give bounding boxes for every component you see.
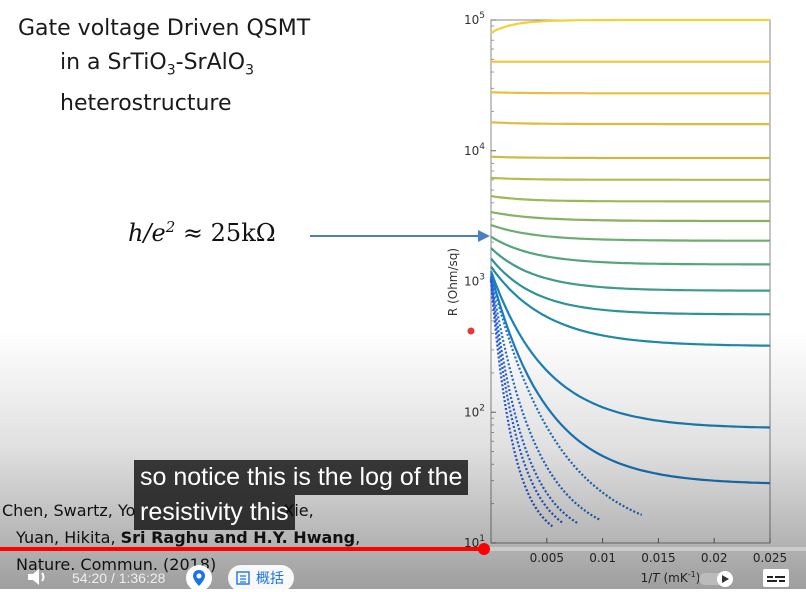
total-time: 1:36:28: [118, 570, 166, 586]
series-line-17: [489, 276, 601, 522]
x-tick-label: 0.015: [641, 551, 675, 565]
subtitle-line-1: so notice this is the log of the: [134, 460, 469, 495]
series-line-14: [489, 270, 771, 429]
series-18: [489, 278, 579, 525]
title-line-2: in a SrTiO3-SrAlO3: [60, 50, 255, 79]
scrubber-handle[interactable]: [477, 543, 490, 555]
subtitle-line-2: resistivity this: [134, 495, 295, 530]
quantum-resistance-formula: h/e2 ≈ 25kΩ: [128, 218, 276, 247]
series-line-19: [489, 279, 565, 525]
y-axis-label: R (Ohm/sq): [446, 248, 460, 316]
series-19: [489, 279, 565, 525]
x-tick-label: 0.025: [753, 551, 787, 565]
series-8: [490, 210, 770, 223]
series-9: [490, 224, 770, 242]
series-line-5: [490, 155, 770, 160]
volume-icon[interactable]: [26, 566, 50, 592]
y-tick-label: 104: [464, 142, 485, 158]
subtitle-caption: so notice this is the log of the resisti…: [134, 460, 469, 530]
x-tick-label: 0.01: [589, 551, 616, 565]
series-5: [490, 155, 770, 160]
y-tick-label: 105: [464, 11, 485, 27]
series-15: [489, 273, 771, 485]
series-line-16: [489, 275, 643, 516]
series-line-3: [490, 91, 770, 95]
series-line-4: [490, 121, 770, 126]
progress-bar[interactable]: [0, 547, 806, 551]
series-17: [489, 276, 601, 522]
list-icon: [236, 571, 250, 585]
series-6: [490, 176, 770, 181]
series-14: [489, 270, 771, 429]
autoplay-toggle-icon[interactable]: [698, 570, 738, 592]
series-line-7: [490, 195, 770, 203]
series-line-8: [490, 210, 770, 223]
series-4: [490, 121, 770, 126]
y-tick-label: 103: [464, 273, 485, 289]
series-7: [490, 195, 770, 203]
series-10: [490, 235, 770, 266]
chapters-button[interactable]: 概括: [228, 565, 294, 591]
location-pin-icon[interactable]: [186, 565, 212, 591]
x-tick-label: 0.005: [530, 551, 564, 565]
series-line-1: [490, 18, 770, 34]
x-axis-label: 1/T (mK-1): [641, 570, 701, 585]
current-time: 54:20: [72, 570, 108, 586]
series-line-11: [490, 247, 770, 292]
series-line-18: [489, 278, 579, 525]
series-line-13: [490, 265, 771, 347]
series-line-15: [489, 273, 771, 485]
series-line-9: [490, 224, 770, 242]
series-3: [490, 91, 770, 95]
cursor-dot: [467, 327, 475, 335]
title-line-1: Gate voltage Driven QSMT: [18, 16, 311, 41]
series-13: [490, 265, 771, 347]
progress-fill: [0, 547, 484, 551]
x-tick-label: 0.02: [701, 551, 728, 565]
chapters-label: 概括: [256, 571, 284, 587]
series-11: [490, 247, 770, 292]
plot-frame: [490, 19, 771, 544]
player-controls: 54:20 / 1:36:28 概括: [0, 556, 806, 592]
y-tick-label: 102: [464, 403, 485, 419]
series-12: [490, 257, 770, 316]
series-16: [489, 275, 643, 516]
series-20: [489, 280, 554, 528]
captions-icon[interactable]: [762, 568, 790, 592]
series-1: [490, 18, 770, 34]
title-line-3: heterostructure: [60, 91, 232, 117]
series-line-6: [490, 176, 770, 181]
series-line-20: [489, 280, 554, 528]
series-line-12: [490, 257, 770, 316]
slide-title: Gate voltage Driven QSMT in a SrTiO3-SrA…: [18, 12, 348, 121]
pointer-arrow-icon: [310, 230, 490, 242]
series-line-10: [490, 235, 770, 266]
time-display: 54:20 / 1:36:28: [72, 570, 166, 586]
